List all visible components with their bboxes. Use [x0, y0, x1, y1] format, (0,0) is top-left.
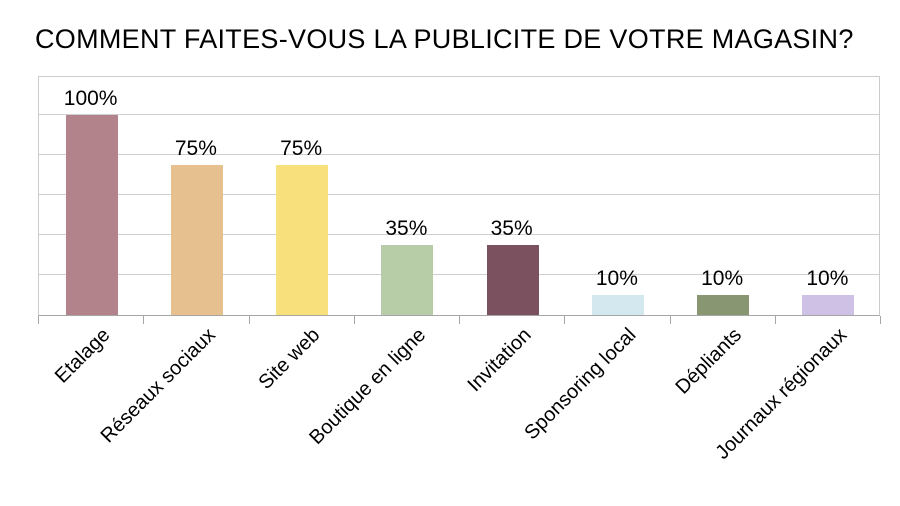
- gridline: [39, 114, 879, 115]
- value-label-sponsoring-local: 10%: [595, 267, 638, 290]
- value-label-site-web: 75%: [280, 137, 323, 160]
- axis-tick: [669, 316, 671, 324]
- bar-reseaux-sociaux: [170, 165, 223, 315]
- gridline: [39, 194, 879, 195]
- x-label-sponsoring-local: Sponsoring local: [520, 324, 641, 445]
- x-label-reseaux-sociaux: Réseaux sociaux: [96, 324, 220, 448]
- axis-tick: [353, 316, 355, 324]
- axis-tick: [880, 316, 881, 324]
- bar-invitation: [486, 245, 539, 315]
- x-label-site-web: Site web: [254, 324, 325, 394]
- gridline: [39, 234, 879, 235]
- x-label-boutique-en-ligne: Boutique en ligne: [305, 324, 430, 449]
- plot-area: [38, 76, 880, 316]
- bar-sponsoring-local: [591, 295, 644, 315]
- bar-etalage: [65, 115, 118, 315]
- bar-journaux-regionaux: [802, 295, 855, 315]
- axis-tick: [143, 316, 145, 324]
- x-label-etalage: Etalage: [50, 324, 115, 388]
- value-label-depliants: 10%: [701, 267, 744, 290]
- value-label-boutique-en-ligne: 35%: [385, 217, 428, 240]
- value-label-reseaux-sociaux: 75%: [174, 137, 217, 160]
- x-label-invitation: Invitation: [463, 324, 536, 397]
- x-label-depliants: Dépliants: [671, 324, 746, 399]
- axis-tick: [38, 316, 39, 324]
- bar-boutique-en-ligne: [381, 245, 434, 315]
- value-label-invitation: 35%: [490, 217, 533, 240]
- gridline: [39, 274, 879, 275]
- bar-site-web: [276, 165, 329, 315]
- value-label-journaux-regionaux: 10%: [806, 267, 849, 290]
- axis-tick: [248, 316, 250, 324]
- chart-title: COMMENT FAITES-VOUS LA PUBLICITE DE VOTR…: [35, 24, 854, 54]
- value-label-etalage: 100%: [63, 87, 118, 110]
- axis-tick: [459, 316, 460, 324]
- gridline: [39, 154, 879, 155]
- bar-depliants: [697, 295, 750, 315]
- axis-tick: [774, 316, 776, 324]
- axis-tick: [564, 316, 566, 324]
